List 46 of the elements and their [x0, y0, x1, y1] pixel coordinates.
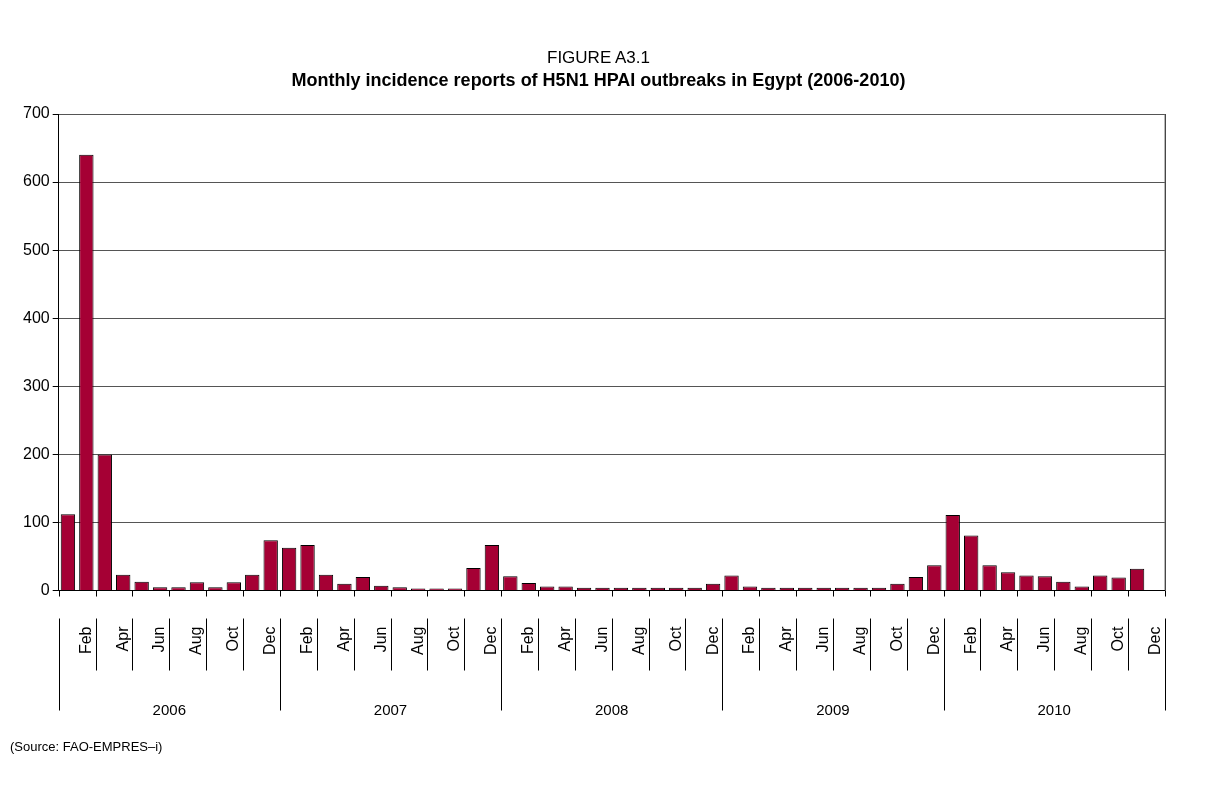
- x-tick-label: Apr: [998, 625, 1016, 652]
- x-tick-label: Aug: [1072, 626, 1090, 655]
- y-tick-label: 0: [40, 580, 50, 598]
- text: 2009: [816, 700, 850, 718]
- x-tick-label: Oct: [887, 625, 905, 652]
- x-tick-label: Aug: [408, 626, 426, 655]
- y-tick-label: 400: [22, 308, 50, 326]
- y-tick-label: 500: [22, 240, 50, 258]
- x-tick-label: Apr: [556, 625, 574, 652]
- x-tick-label: Oct: [445, 625, 463, 652]
- text: 2010: [1037, 700, 1071, 718]
- x-tick-label: Aug: [850, 626, 868, 655]
- y-tick-label: 700: [22, 104, 50, 122]
- x-tick-label: Oct: [224, 625, 242, 652]
- x-tick-label: Jun: [150, 626, 168, 653]
- x-tick-label: Dec: [482, 626, 500, 655]
- x-tick-label: Feb: [740, 626, 758, 655]
- x-tick-label: Jun: [1035, 626, 1053, 653]
- x-tick-label: Aug: [187, 626, 205, 655]
- x-tick-label: Dec: [261, 626, 279, 655]
- x-tick-label: Apr: [113, 625, 131, 652]
- x-tick-label: Feb: [961, 626, 979, 655]
- x-tick-label: Aug: [629, 626, 647, 655]
- x-tick-label: Jun: [371, 626, 389, 653]
- x-tick-label: Dec: [1145, 626, 1163, 655]
- y-tick-label: 300: [22, 376, 50, 394]
- text: 2006: [152, 700, 186, 718]
- x-tick-label: Oct: [1109, 625, 1127, 652]
- chart-title: FIGURE A3.1: [547, 47, 650, 67]
- y-tick-label: 600: [22, 172, 50, 190]
- text: (Source: FAO-EMPRES–i): [10, 738, 163, 754]
- x-tick-label: Dec: [924, 626, 942, 655]
- x-tick-label: Apr: [777, 625, 795, 652]
- x-tick-label: Feb: [297, 626, 315, 655]
- x-tick-label: Oct: [666, 625, 684, 652]
- x-tick-label: Jun: [592, 626, 610, 653]
- y-tick-label: 100: [22, 512, 50, 530]
- x-tick-label: Jun: [814, 626, 832, 653]
- x-tick-label: Feb: [76, 626, 94, 655]
- text: 2007: [373, 700, 408, 718]
- x-tick-label: Feb: [519, 626, 537, 655]
- chart-subtitle: Monthly incidence reports of H5N1 HPAI outbreaks in Egypt (2006-2010): [291, 70, 906, 91]
- y-tick-label: 200: [22, 444, 50, 462]
- text: 2008: [595, 700, 629, 718]
- x-tick-label: Dec: [703, 626, 721, 655]
- x-tick-label: Apr: [334, 625, 352, 652]
